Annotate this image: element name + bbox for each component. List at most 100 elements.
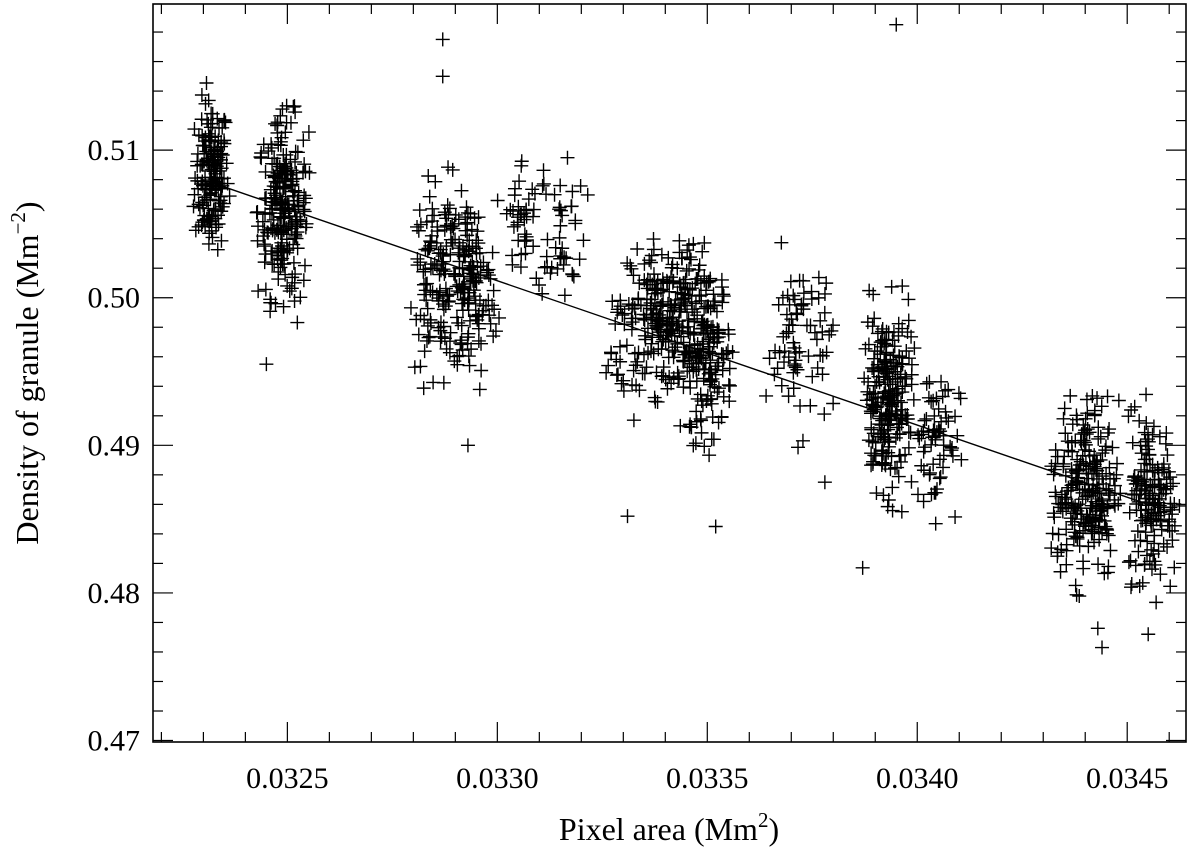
- data-point: [275, 102, 290, 117]
- data-point: [1051, 527, 1066, 542]
- data-point: [676, 276, 691, 291]
- data-point: [211, 133, 226, 148]
- data-point: [1068, 578, 1083, 593]
- data-point: [689, 414, 704, 429]
- data-point: [196, 138, 211, 153]
- data-point: [919, 411, 934, 426]
- axis-ticks: [153, 4, 1186, 742]
- data-point: [1071, 463, 1086, 478]
- data-point: [195, 195, 210, 210]
- data-point: [682, 250, 697, 265]
- data-point: [892, 350, 907, 365]
- data-point: [631, 345, 646, 360]
- data-point: [1080, 406, 1095, 421]
- data-point: [817, 286, 832, 301]
- data-point: [1137, 472, 1152, 487]
- data-point: [466, 283, 481, 298]
- data-point: [428, 174, 443, 189]
- data-point: [917, 413, 932, 428]
- fit-line: [215, 183, 1166, 511]
- data-point: [881, 439, 896, 454]
- data-point: [710, 330, 725, 345]
- data-point: [874, 444, 889, 459]
- data-point: [433, 283, 448, 298]
- data-point: [706, 432, 721, 447]
- data-point: [483, 316, 498, 331]
- data-point: [298, 164, 313, 179]
- data-point: [630, 242, 645, 257]
- data-point: [686, 438, 701, 453]
- data-point: [455, 343, 470, 357]
- data-point: [293, 290, 308, 305]
- data-point: [931, 401, 946, 416]
- data-point: [555, 241, 570, 256]
- data-point: [702, 448, 717, 463]
- data-point: [278, 267, 293, 282]
- data-point: [195, 178, 210, 193]
- data-point: [819, 345, 834, 360]
- data-point: [599, 365, 614, 380]
- data-point: [721, 378, 736, 393]
- data-point: [722, 361, 737, 376]
- data-point: [790, 362, 805, 377]
- data-point: [796, 302, 811, 317]
- data-point: [557, 288, 572, 303]
- data-point: [267, 169, 282, 184]
- data-point: [437, 222, 452, 237]
- data-point: [1059, 522, 1074, 537]
- data-point: [419, 215, 434, 230]
- data-point: [263, 292, 278, 307]
- data-point: [936, 448, 951, 463]
- data-point: [463, 258, 478, 273]
- data-point: [898, 369, 913, 384]
- data-point: [297, 157, 312, 172]
- data-point: [1139, 387, 1154, 402]
- data-point: [898, 447, 913, 462]
- data-point: [264, 140, 279, 155]
- data-point: [1144, 542, 1159, 557]
- data-point: [817, 475, 832, 490]
- data-point: [1080, 488, 1095, 503]
- data-point: [619, 338, 634, 353]
- data-point: [877, 332, 892, 347]
- data-point: [413, 217, 428, 232]
- data-point: [1140, 534, 1155, 549]
- data-point: [276, 147, 291, 162]
- data-point: [276, 299, 291, 314]
- data-point: [462, 239, 477, 254]
- data-point: [295, 165, 310, 180]
- data-point: [632, 383, 647, 398]
- data-point: [1163, 496, 1178, 511]
- data-point: [696, 318, 711, 333]
- data-point: [279, 98, 294, 113]
- data-point: [208, 217, 223, 232]
- data-point: [1124, 580, 1139, 595]
- data-point: [759, 388, 774, 403]
- data-point: [287, 188, 302, 203]
- data-point: [1127, 470, 1142, 485]
- data-point: [792, 273, 807, 288]
- y-tick-label: 0.51: [88, 134, 141, 167]
- data-point: [786, 335, 801, 350]
- data-point: [689, 350, 704, 365]
- data-point: [807, 325, 822, 340]
- data-point: [819, 276, 834, 291]
- data-point: [412, 203, 427, 218]
- data-point: [780, 288, 795, 303]
- data-point: [928, 516, 943, 531]
- data-point: [461, 285, 476, 300]
- data-point: [697, 235, 712, 250]
- data-point: [654, 369, 669, 384]
- data-point: [275, 181, 290, 196]
- data-point: [553, 203, 568, 218]
- data-point: [904, 377, 919, 392]
- data-point: [857, 371, 872, 386]
- data-point: [572, 252, 587, 267]
- data-point: [1044, 541, 1059, 556]
- data-point: [454, 333, 469, 348]
- data-point: [938, 383, 953, 398]
- data-point: [787, 357, 802, 372]
- data-point: [420, 301, 435, 316]
- data-point: [452, 277, 467, 292]
